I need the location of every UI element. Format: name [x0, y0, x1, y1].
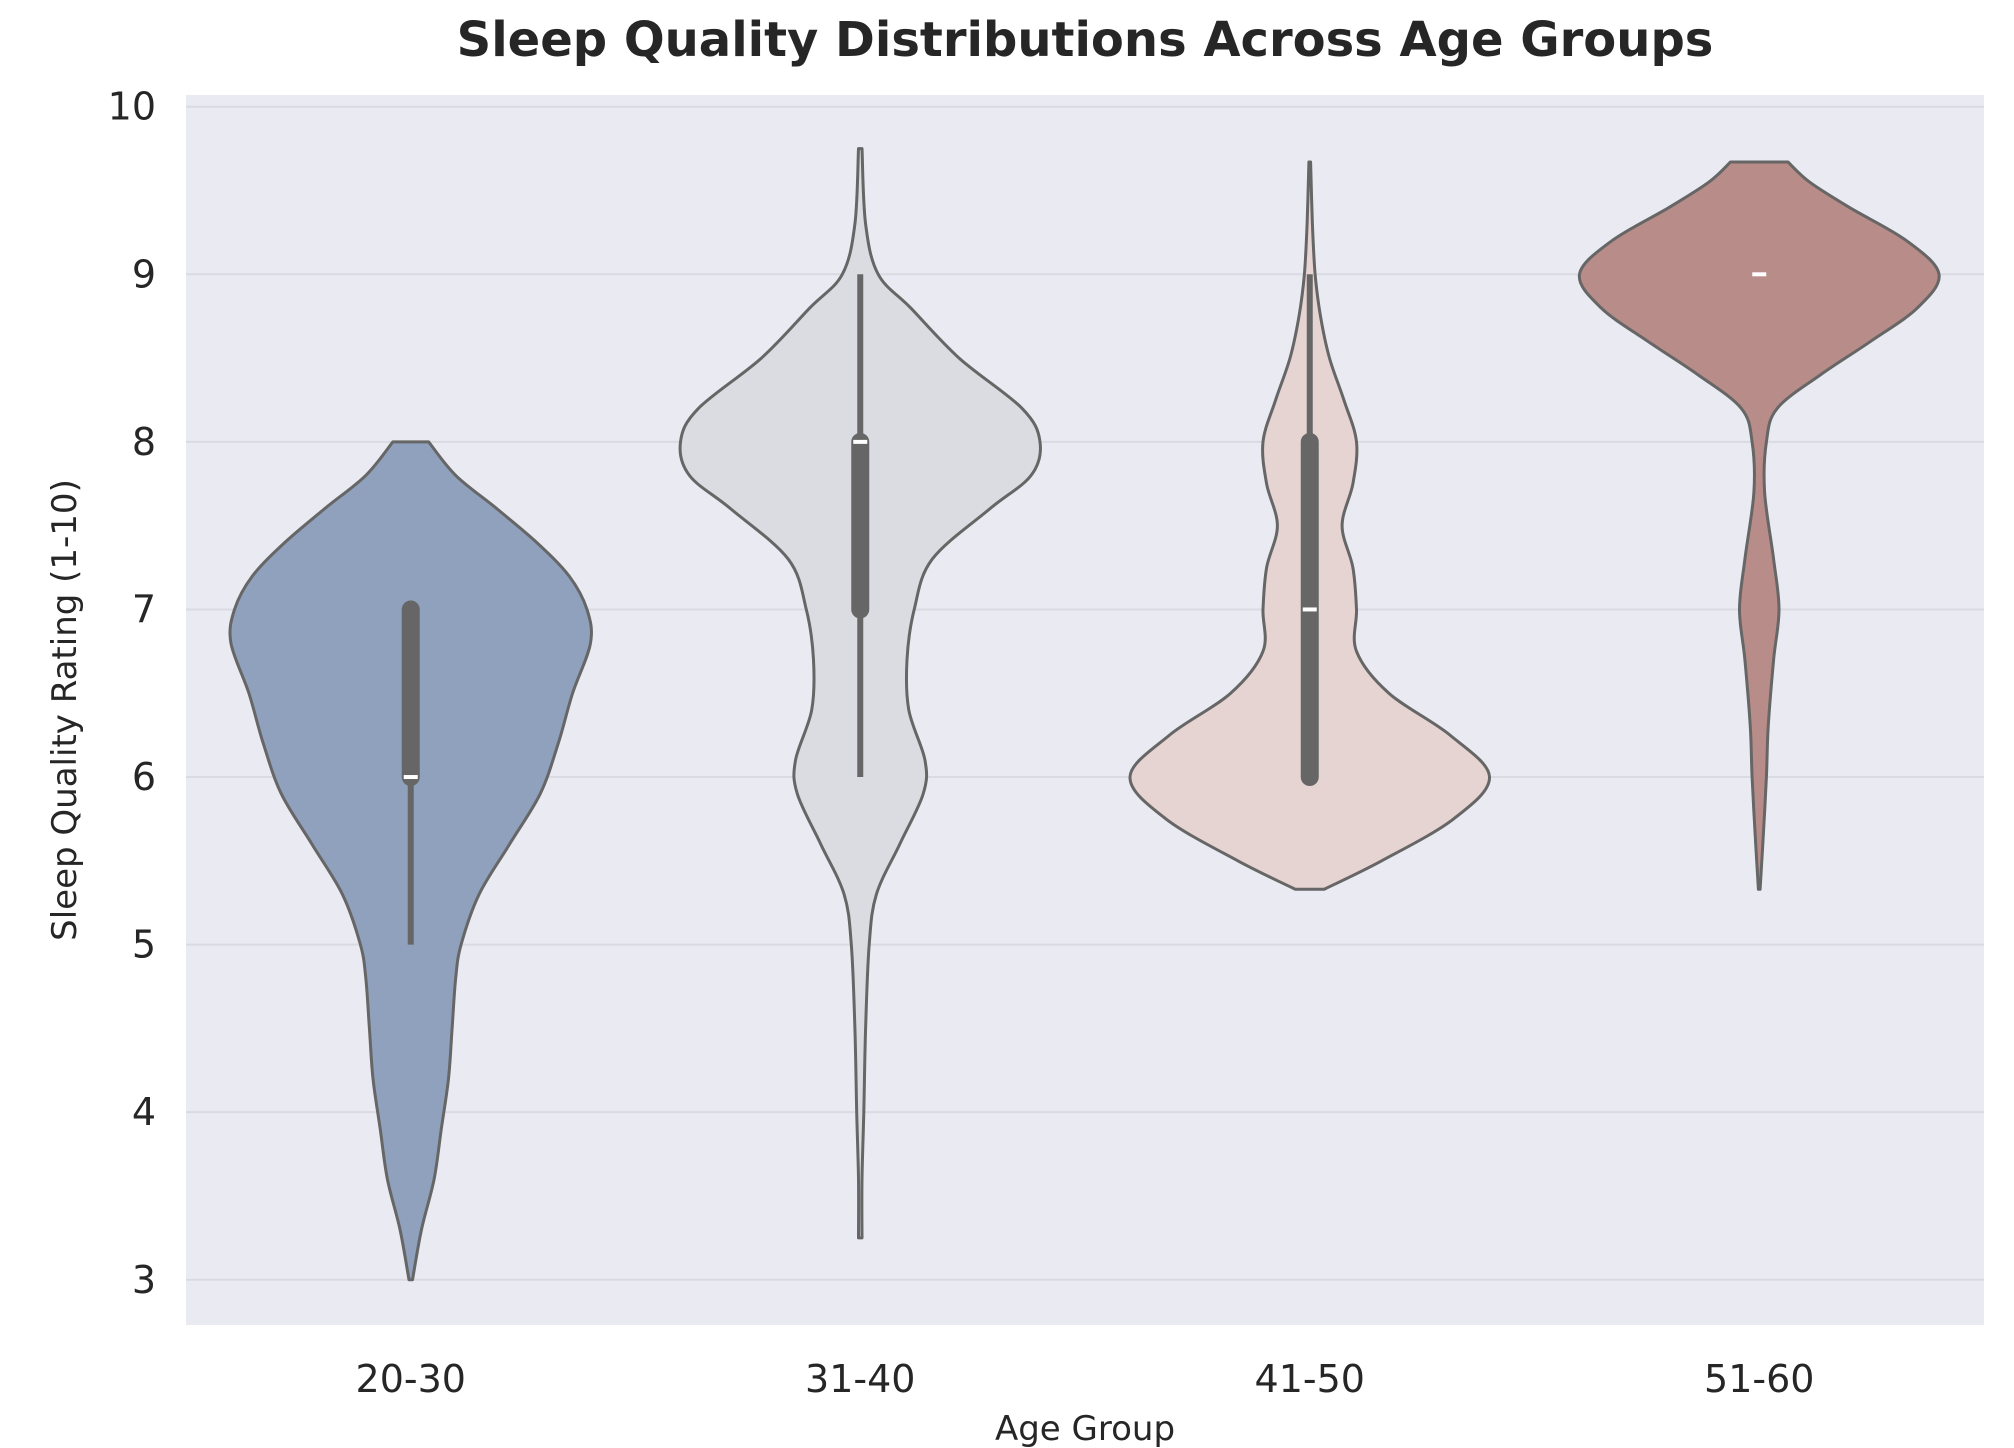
y-tick-labels: 3 4 5 6 7 8 9 10: [108, 85, 156, 1302]
violin-body: [1577, 160, 1941, 891]
y-tick-label: 9: [132, 252, 156, 296]
violin-20-30: [228, 440, 593, 1282]
x-tick-label: 20-30: [356, 1357, 466, 1401]
y-tick-label: 4: [132, 1090, 156, 1134]
chart-title: Sleep Quality Distributions Across Age G…: [457, 12, 1714, 68]
y-tick-label: 7: [132, 587, 156, 631]
violins: [228, 147, 1941, 1282]
x-tick-label: 41-50: [1255, 1357, 1365, 1401]
y-tick-label: 8: [132, 420, 156, 464]
violin-51-60: [1577, 160, 1941, 891]
y-tick-label: 5: [132, 923, 156, 967]
y-tick-label: 3: [132, 1258, 156, 1302]
x-tick-labels: 20-30 31-40 41-50 51-60: [356, 1357, 1815, 1401]
violin-41-50: [1128, 160, 1492, 891]
x-tick-label: 51-60: [1704, 1357, 1814, 1401]
x-tick-label: 31-40: [805, 1357, 915, 1401]
x-axis-label: Age Group: [995, 1409, 1175, 1448]
y-tick-label: 6: [132, 755, 156, 799]
violin-31-40: [678, 147, 1042, 1240]
y-axis-label: Sleep Quality Rating (1-10): [45, 479, 85, 941]
y-tick-label: 10: [108, 85, 156, 129]
